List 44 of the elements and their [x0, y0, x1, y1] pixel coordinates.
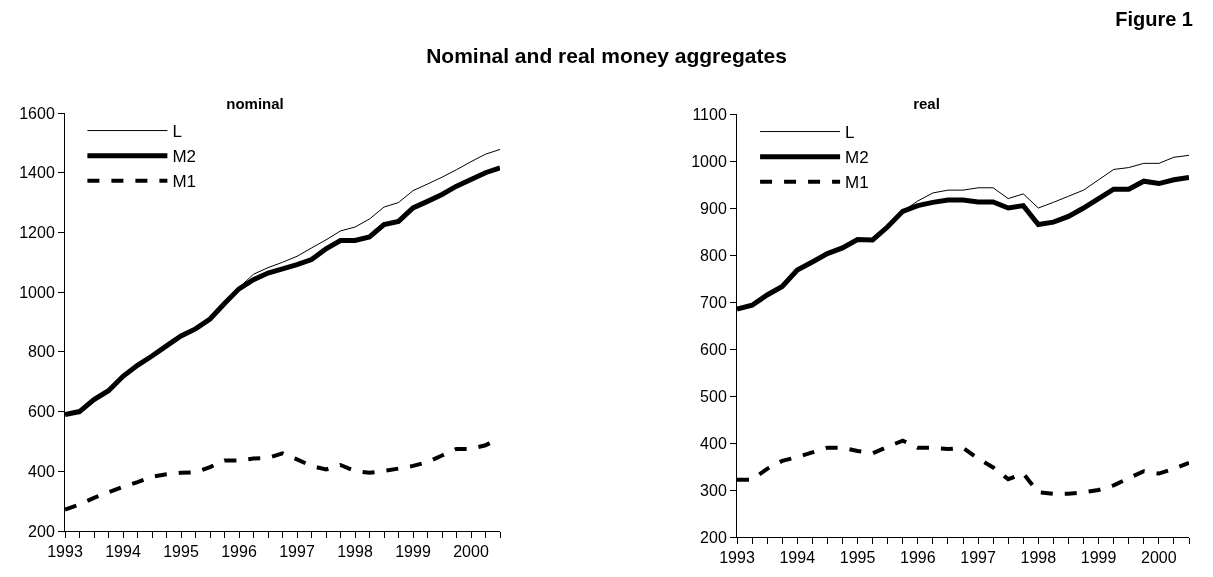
y-tick-label: 200: [700, 528, 727, 546]
legend-label: M1: [845, 173, 869, 193]
x-tick-label: 1995: [163, 543, 199, 561]
x-tick-label: 1999: [1080, 549, 1117, 567]
y-tick-label: 900: [700, 199, 727, 217]
y-tick-label: 1600: [19, 104, 55, 122]
chart-title: real: [913, 94, 940, 112]
x-tick-label: 1993: [719, 549, 755, 567]
legend-label: L: [845, 123, 855, 143]
x-tick-label: 1996: [221, 543, 257, 561]
y-tick-label: 700: [700, 293, 727, 311]
y-tick-label: 300: [700, 481, 727, 499]
x-tick-label: 1997: [960, 549, 996, 567]
chart-title: nominal: [226, 94, 284, 112]
x-tick-label: 1998: [337, 543, 373, 561]
legend-label: L: [172, 122, 182, 142]
y-tick-label: 1100: [692, 105, 727, 123]
x-tick-label: 1997: [279, 543, 315, 561]
y-tick-label: 1200: [19, 224, 55, 242]
y-tick-label: 600: [28, 403, 55, 421]
legend-label: M2: [172, 147, 197, 167]
y-tick-label: 800: [28, 343, 55, 361]
legend-label: M2: [845, 148, 869, 168]
x-tick-label: 1995: [839, 549, 876, 567]
x-tick-label: 1999: [395, 543, 431, 561]
y-tick-label: 800: [700, 246, 727, 264]
x-tick-label: 1996: [900, 549, 936, 567]
x-tick-label: 1993: [47, 543, 83, 561]
y-tick-label: 500: [700, 387, 727, 405]
x-tick-label: 1994: [105, 543, 141, 561]
x-tick-label: 2000: [453, 543, 489, 561]
y-tick-label: 400: [700, 434, 727, 452]
text: Nominal and real money aggregates: [426, 44, 787, 68]
y-tick-label: 400: [28, 462, 55, 480]
x-tick-label: 2000: [1141, 549, 1177, 567]
y-tick-label: 200: [28, 522, 55, 540]
y-tick-label: 1000: [691, 152, 727, 170]
y-tick-label: 1000: [19, 283, 55, 301]
x-tick-label: 1998: [1020, 549, 1057, 567]
x-tick-label: 1994: [779, 549, 816, 567]
caption: Figure 1: [1115, 8, 1193, 31]
legend-label: M1: [172, 172, 197, 192]
y-tick-label: 1400: [19, 164, 55, 182]
y-tick-label: 600: [700, 340, 727, 358]
